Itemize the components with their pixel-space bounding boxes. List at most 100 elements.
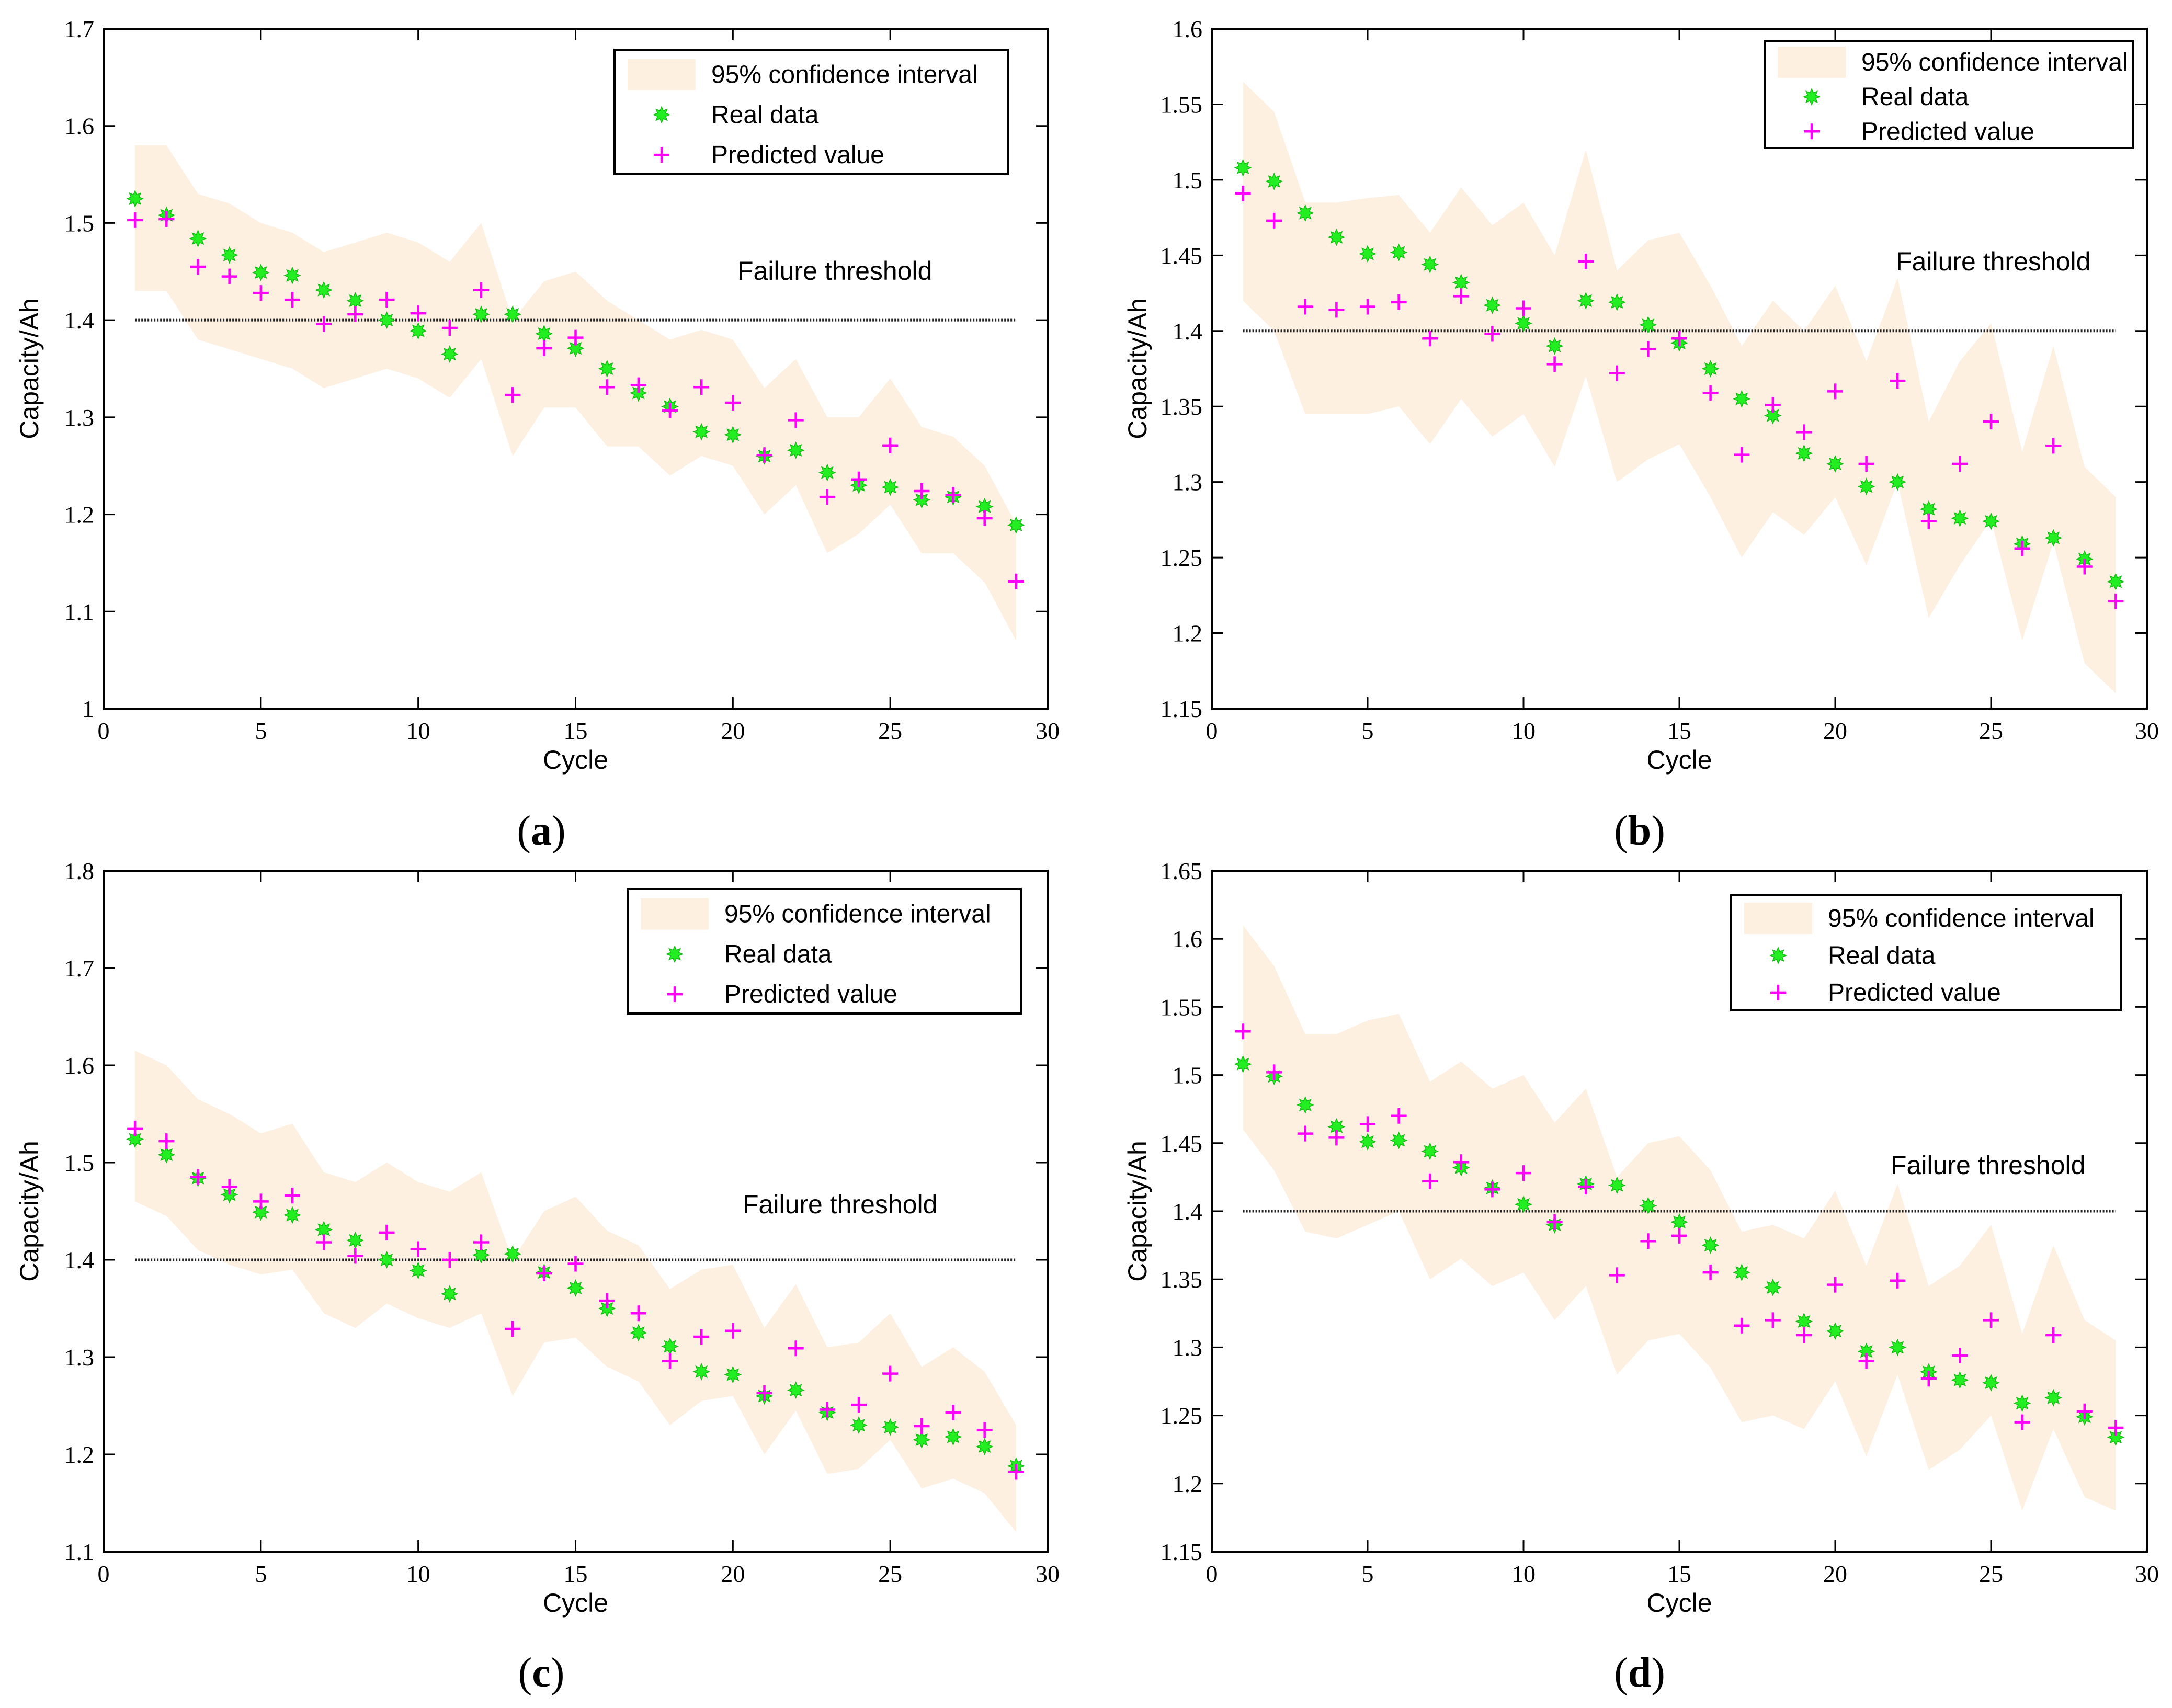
predicted-value-point — [1983, 1312, 1999, 1328]
real-data-point — [346, 1231, 365, 1249]
predicted-value-point — [536, 340, 552, 356]
real-data-point — [692, 423, 711, 441]
predicted-value-point — [1671, 331, 1687, 347]
y-tick-label: 1.65 — [1161, 858, 1203, 884]
real-data-point — [315, 281, 333, 299]
real-data-point — [1639, 1197, 1657, 1215]
legend-entry: Real data — [711, 101, 819, 129]
real-data-point — [2044, 1388, 2063, 1407]
predicted-value-point — [1516, 300, 1531, 316]
predicted-value-point — [945, 487, 961, 503]
predicted-value-point — [190, 1169, 206, 1185]
legend-entry: 95% confidence interval — [711, 61, 978, 89]
x-tick-label: 15 — [1667, 1561, 1691, 1587]
real-data-point — [2013, 1394, 2031, 1413]
x-tick-label: 5 — [1362, 1561, 1374, 1587]
predicted-value-point — [1827, 383, 1843, 400]
legend-predicted-marker — [1804, 123, 1820, 140]
y-tick-label: 1.5 — [64, 210, 95, 236]
x-tick-label: 20 — [1823, 1561, 1847, 1587]
predicted-value-point — [158, 211, 175, 227]
predicted-value-point — [882, 1365, 899, 1382]
real-data-point — [252, 1203, 270, 1221]
predicted-value-point — [788, 1340, 804, 1357]
x-tick-label: 10 — [406, 1561, 430, 1587]
real-data-point — [409, 1261, 427, 1280]
failure-threshold-label: Failure threshold — [1896, 247, 2090, 276]
predicted-value-point — [347, 306, 363, 322]
predicted-value-point — [1952, 456, 1968, 472]
predicted-value-point — [1328, 302, 1345, 318]
predicted-value-point — [1920, 513, 1937, 529]
real-data-point — [378, 311, 396, 329]
real-data-point — [1826, 1322, 1844, 1340]
y-tick-label: 1.25 — [1161, 544, 1203, 571]
chart-panel-a: Failure threshold 0 5 10 15 20 25 30 1 1.1 1.2 1.3 1… — [15, 16, 1060, 854]
predicted-value-point — [2076, 1403, 2093, 1419]
real-data-point — [1483, 296, 1502, 314]
y-tick-label: 1.2 — [64, 1441, 95, 1468]
chart-panel-c: Failure threshold 0 5 10 15 20 25 30 1.1 1.2 1.3 1.… — [15, 858, 1060, 1696]
real-data-point — [1421, 255, 1439, 274]
predicted-value-point — [253, 285, 269, 301]
x-tick-label: 30 — [1036, 1561, 1060, 1587]
predicted-value-point — [221, 1179, 237, 1195]
predicted-value-point — [2014, 540, 2030, 556]
predicted-value-point — [379, 1224, 395, 1240]
y-tick-label: 1.35 — [1161, 1266, 1203, 1293]
predicted-value-point — [473, 282, 489, 298]
predicted-value-point — [567, 329, 584, 346]
failure-threshold-label: Failure threshold — [1891, 1151, 2085, 1180]
predicted-value-point — [1952, 1348, 1968, 1364]
real-data-point — [126, 190, 144, 208]
x-tick-label: 25 — [878, 718, 902, 744]
real-data-point — [1359, 245, 1377, 263]
x-axis-label: Cycle — [1646, 745, 1712, 775]
legend-real-marker — [653, 106, 670, 124]
real-data-point — [409, 322, 427, 340]
predicted-value-point — [1765, 1312, 1781, 1328]
x-tick-label: 5 — [255, 1561, 267, 1587]
y-tick-label: 1.6 — [1173, 926, 1203, 952]
predicted-value-point — [788, 412, 804, 428]
predicted-value-point — [1422, 1173, 1438, 1189]
predicted-value-point — [285, 1188, 300, 1204]
panel-letter: c — [532, 1650, 551, 1696]
real-data-point — [1296, 1096, 1314, 1114]
real-data-point — [818, 463, 836, 482]
real-data-point — [1390, 243, 1408, 261]
real-data-point — [881, 478, 900, 496]
y-tick-label: 1.7 — [64, 16, 95, 42]
panel-letter: d — [1628, 1650, 1652, 1696]
predicted-value-point — [945, 1405, 961, 1421]
predicted-value-point — [1765, 397, 1781, 413]
real-data-point — [1795, 1313, 1813, 1330]
predicted-value-point — [599, 379, 615, 395]
confidence-band — [135, 145, 1016, 641]
real-data-point — [2107, 573, 2125, 591]
real-data-point — [1265, 172, 1283, 190]
predicted-value-point — [756, 1385, 772, 1401]
predicted-value-point — [410, 305, 426, 322]
real-data-point — [1515, 1195, 1532, 1213]
real-data-point — [1545, 337, 1564, 355]
real-data-point — [1826, 455, 1844, 473]
x-tick-label: 20 — [1823, 718, 1847, 744]
predicted-value-point — [253, 1193, 269, 1210]
y-tick-label: 1.45 — [1161, 242, 1203, 269]
y-tick-label: 1.3 — [1173, 469, 1203, 496]
real-data-point — [504, 305, 522, 323]
panel-label: (c) — [518, 1650, 565, 1696]
predicted-value-point — [1546, 1214, 1563, 1230]
predicted-value-point — [1266, 212, 1282, 229]
real-data-point — [566, 339, 585, 357]
real-data-point — [1296, 204, 1314, 222]
real-data-point — [1359, 1133, 1377, 1151]
y-tick-label: 1.4 — [64, 307, 95, 334]
real-data-point — [252, 264, 270, 281]
real-data-point — [1733, 1263, 1751, 1282]
predicted-value-point — [1734, 1317, 1750, 1334]
y-tick-label: 1.5 — [1173, 1062, 1203, 1089]
predicted-value-point — [316, 316, 332, 332]
predicted-value-point — [1453, 288, 1469, 304]
